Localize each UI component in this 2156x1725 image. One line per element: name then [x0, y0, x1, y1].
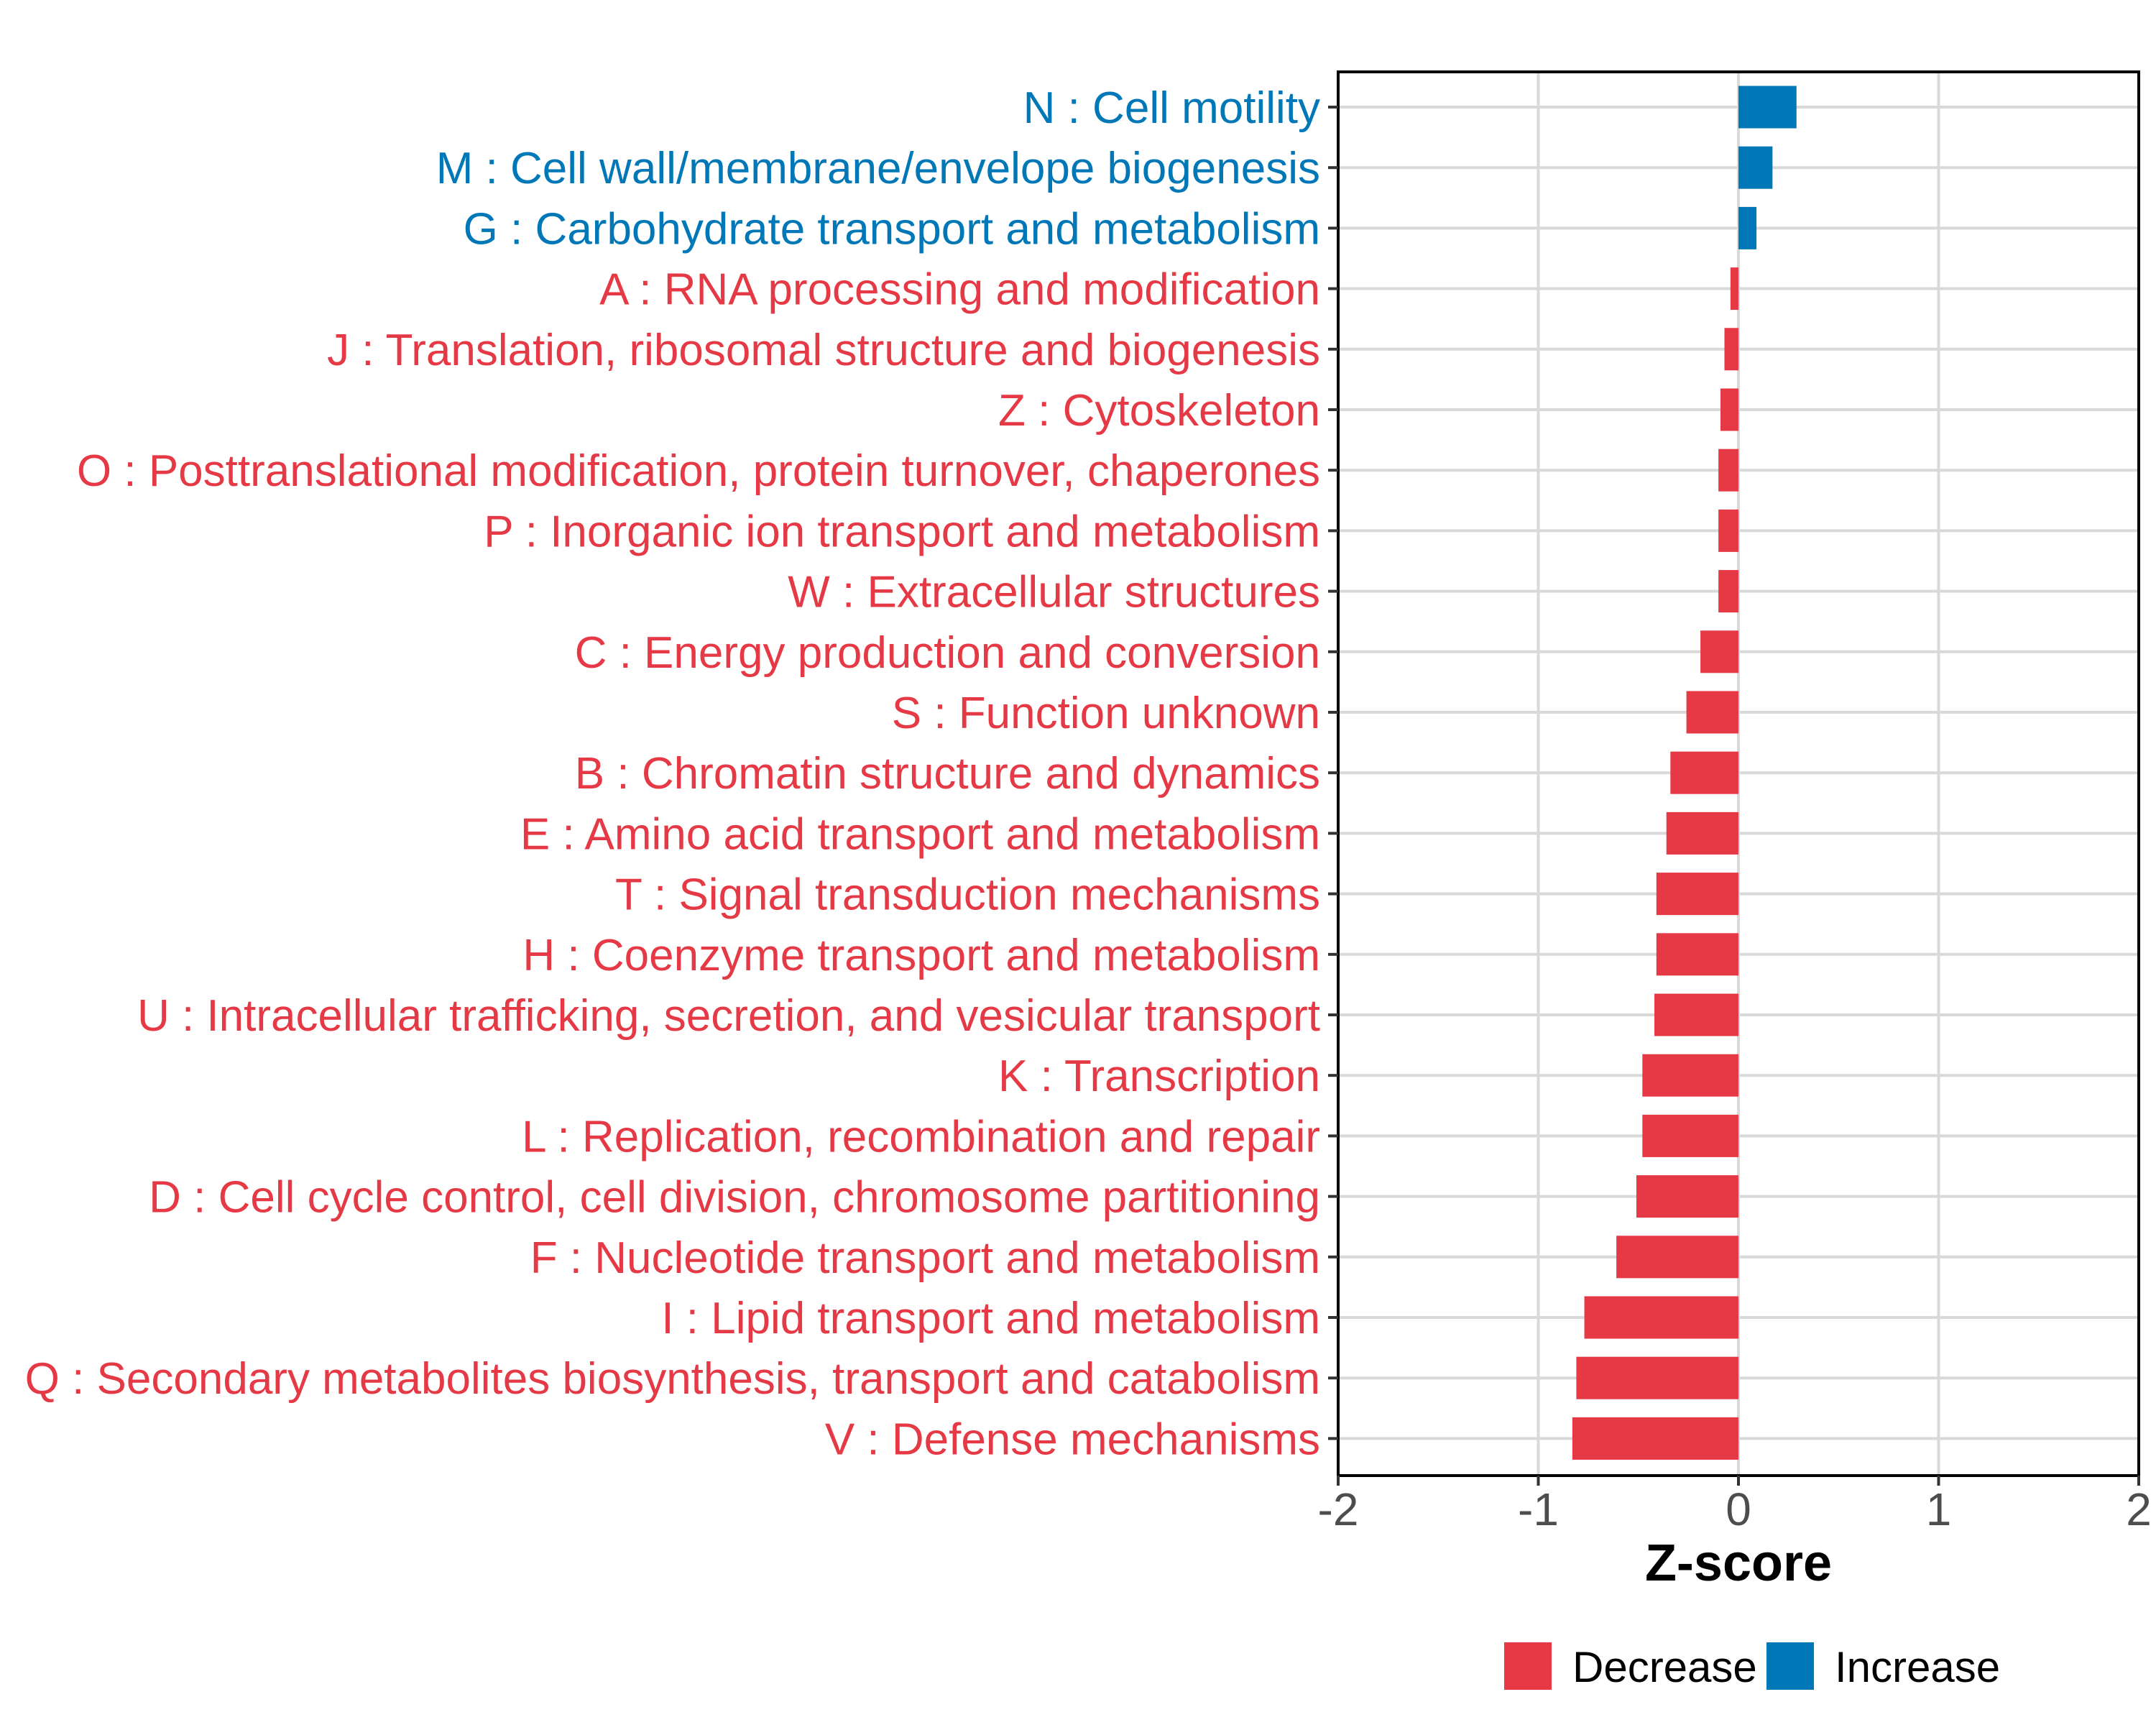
bar: [1642, 1054, 1738, 1097]
legend-key-decrease: [1504, 1642, 1552, 1690]
bar: [1686, 691, 1738, 734]
y-tick-label: H : Coenzyme transport and metabolism: [522, 931, 1320, 980]
y-tick-label: M : Cell wall/membrane/envelope biogenes…: [436, 144, 1320, 193]
bar: [1656, 873, 1738, 916]
bar: [1738, 86, 1797, 129]
bar: [1572, 1417, 1738, 1460]
legend-key-increase: [1766, 1642, 1814, 1690]
legend-label-increase: Increase: [1835, 1643, 2000, 1691]
x-tick-label: -1: [1518, 1484, 1559, 1535]
bar: [1724, 328, 1738, 371]
bar: [1666, 811, 1738, 855]
y-tick-label: N : Cell motility: [1023, 83, 1320, 133]
y-tick-label: E : Amino acid transport and metabolism: [520, 809, 1320, 859]
bar: [1718, 448, 1738, 492]
bar: [1700, 630, 1738, 673]
y-tick-label: O : Posttranslational modification, prot…: [77, 446, 1320, 496]
legend: Decrease Increase: [1504, 1642, 2000, 1691]
y-tick-label: B : Chromatin structure and dynamics: [575, 749, 1320, 799]
y-tick-label: U : Intracellular trafficking, secretion…: [137, 991, 1320, 1041]
y-tick-label: F : Nucleotide transport and metabolism: [530, 1233, 1320, 1283]
bar: [1616, 1236, 1738, 1279]
plot-panel: [1337, 70, 2140, 1477]
x-tick-label: 2: [2126, 1484, 2152, 1535]
bar: [1720, 388, 1738, 431]
bar: [1636, 1175, 1738, 1218]
bar: [1584, 1296, 1738, 1339]
y-tick-label: I : Lipid transport and metabolism: [661, 1294, 1320, 1343]
bar: [1642, 1114, 1738, 1157]
y-tick-label: L : Replication, recombination and repai…: [522, 1112, 1320, 1162]
x-axis: -2 -1 0 1 2: [1318, 1476, 2152, 1535]
bar: [1738, 206, 1757, 249]
bar: [1718, 570, 1738, 613]
bars: [1572, 86, 1797, 1460]
legend-label-decrease: Decrease: [1572, 1643, 1757, 1691]
y-tick-label: S : Function unknown: [892, 689, 1320, 738]
y-tick-label: K : Transcription: [998, 1052, 1320, 1101]
bar: [1738, 146, 1773, 189]
bar: [1730, 267, 1738, 310]
bar: [1718, 509, 1738, 552]
bar: [1670, 751, 1738, 794]
bar: [1654, 993, 1738, 1036]
y-tick-label: A : RNA processing and modification: [599, 265, 1320, 315]
x-tick-label: -2: [1318, 1484, 1359, 1535]
bar: [1576, 1356, 1738, 1399]
x-axis-title: Z-score: [1645, 1535, 1832, 1592]
y-tick-label: P : Inorganic ion transport and metaboli…: [484, 507, 1320, 556]
y-tick-label: D : Cell cycle control, cell division, c…: [149, 1173, 1320, 1223]
y-tick-label: G : Carbohydrate transport and metabolis…: [464, 204, 1320, 254]
y-tick-label: C : Energy production and conversion: [575, 628, 1320, 678]
x-tick-label: 1: [1926, 1484, 1952, 1535]
y-tick-label: T : Signal transduction mechanisms: [615, 870, 1320, 920]
bar: [1656, 933, 1738, 976]
y-tick-label: V : Defense mechanisms: [825, 1414, 1320, 1464]
y-tick-label: W : Extracellular structures: [788, 568, 1320, 617]
y-tick-label: J : Translation, ribosomal structure and…: [327, 326, 1320, 375]
y-tick-label: Z : Cytoskeleton: [998, 386, 1320, 436]
y-tick-label: Q : Secondary metabolites biosynthesis, …: [25, 1354, 1320, 1404]
y-axis: N : Cell motility M : Cell wall/membrane/…: [25, 83, 1338, 1464]
x-tick-label: 0: [1726, 1484, 1751, 1535]
